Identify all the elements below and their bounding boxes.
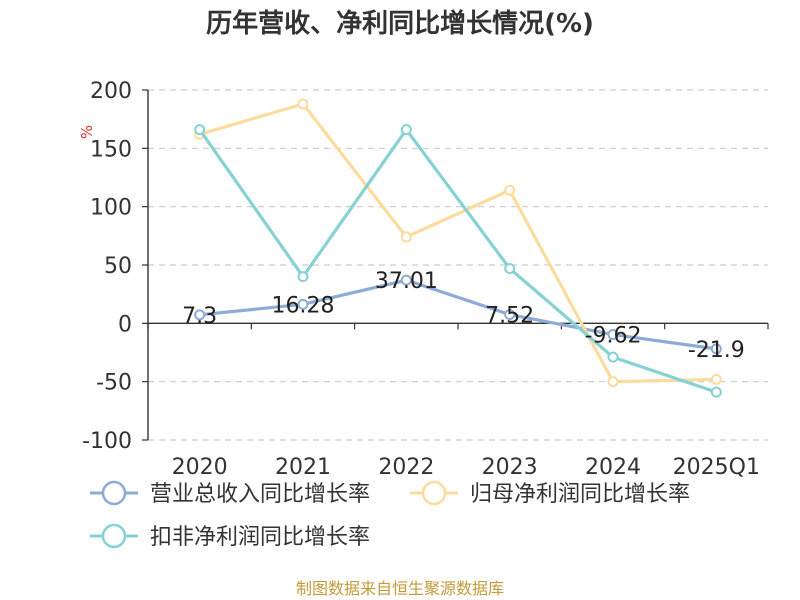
data-point <box>194 124 206 136</box>
legend-label: 归母净利润同比增长率 <box>470 482 690 507</box>
x-tick-label: 2021 <box>275 455 331 480</box>
data-point <box>607 376 619 388</box>
data-label: 16.28 <box>272 293 335 318</box>
y-tick-label: 150 <box>90 137 132 162</box>
legend-item-2: 归母净利润同比增长率 <box>410 480 690 507</box>
series-lines <box>194 98 722 398</box>
x-tick-label: 2022 <box>378 455 434 480</box>
data-point <box>504 263 516 274</box>
series-line-3 <box>198 128 717 394</box>
data-point <box>297 98 309 110</box>
y-tick-label: -100 <box>82 429 132 454</box>
legend-label: 扣非净利润同比增长率 <box>150 525 370 550</box>
legend-item-3: 扣非净利润同比增长率 <box>90 523 370 550</box>
data-point <box>504 184 516 196</box>
axes: 200 150 100 50 0 -50 -100 2020 2021 2022 2023 2024 2… <box>82 79 769 480</box>
data-label: -9.62 <box>585 324 642 349</box>
y-tick-label: -50 <box>96 371 132 396</box>
data-point <box>607 329 619 341</box>
data-point <box>194 309 206 321</box>
legend-marker-icon <box>101 523 127 549</box>
data-label: -21.9 <box>688 338 745 363</box>
legend-label: 营业总收入同比增长率 <box>150 482 370 507</box>
data-label: 7.3 <box>182 304 217 329</box>
y-tick-label: 50 <box>104 254 132 279</box>
data-point <box>710 386 722 398</box>
x-tick-label: 2024 <box>585 455 641 480</box>
data-point <box>400 274 412 286</box>
x-tick-label: 2020 <box>172 455 228 480</box>
chart-title: 历年营收、净利同比增长情况(%) <box>206 8 594 39</box>
x-tick-label: 2023 <box>482 455 538 480</box>
legend-marker-icon <box>421 480 447 506</box>
data-point <box>710 343 722 355</box>
data-labels: 7.3 16.28 37.01 7.52 -9.62 -21.9 <box>182 269 745 363</box>
data-label: 37.01 <box>375 269 438 294</box>
data-label: 7.52 <box>485 304 534 329</box>
data-point <box>710 373 722 385</box>
data-point <box>297 298 309 310</box>
data-point <box>504 309 516 321</box>
y-axis-unit: % <box>78 125 96 139</box>
legend-marker-icon <box>101 480 127 506</box>
y-tick-label: 100 <box>90 196 132 221</box>
y-tick-label: 0 <box>118 312 132 337</box>
legend-item-1: 营业总收入同比增长率 <box>90 480 370 507</box>
y-tick-label: 200 <box>90 79 132 104</box>
series-line-1 <box>199 278 717 351</box>
data-point <box>400 124 412 136</box>
data-point <box>400 231 412 243</box>
x-tick-label: 2025Q1 <box>673 455 760 480</box>
source-note: 制图数据来自恒生聚源数据库 <box>296 579 504 598</box>
data-point <box>297 271 309 283</box>
data-point <box>607 351 619 363</box>
grid-lines <box>148 89 768 441</box>
series-line-2 <box>199 102 717 384</box>
